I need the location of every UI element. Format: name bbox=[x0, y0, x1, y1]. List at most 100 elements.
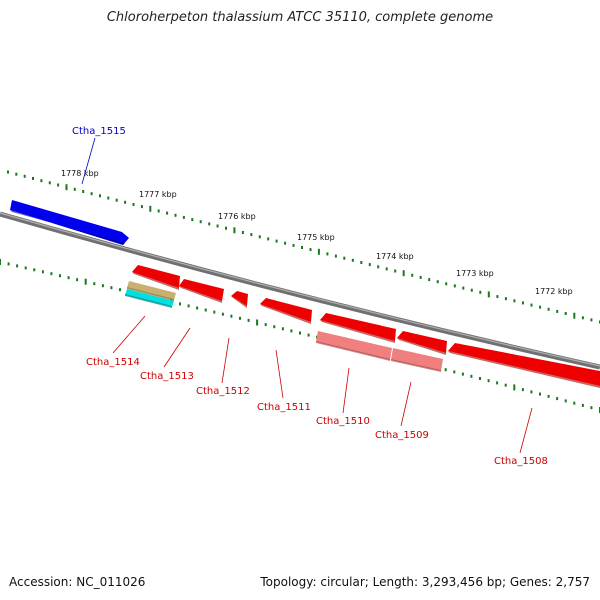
minor-tick bbox=[368, 263, 371, 267]
gene-arrow-shade bbox=[10, 210, 125, 245]
minor-tick bbox=[132, 203, 135, 206]
gene-ctha-1510-pseudo[interactable] bbox=[316, 331, 392, 361]
major-tick bbox=[84, 278, 87, 285]
minor-tick bbox=[547, 307, 550, 311]
minor-tick bbox=[351, 258, 354, 262]
minor-tick bbox=[50, 272, 53, 276]
gene-label: Ctha_1509 bbox=[375, 430, 429, 441]
minor-tick bbox=[521, 388, 524, 392]
major-tick bbox=[65, 184, 68, 191]
minor-tick bbox=[264, 323, 267, 327]
rna-tan[interactable] bbox=[127, 281, 176, 301]
minor-tick bbox=[221, 312, 224, 316]
minor-tick bbox=[196, 306, 199, 310]
gene-ctha-1509[interactable] bbox=[397, 331, 447, 355]
minor-tick bbox=[292, 243, 295, 247]
gene-ctha-1514[interactable] bbox=[132, 265, 180, 290]
minor-tick bbox=[119, 288, 121, 292]
minor-tick bbox=[250, 233, 253, 237]
gene-ctha-1511[interactable] bbox=[260, 298, 312, 324]
minor-tick bbox=[107, 196, 110, 200]
minor-tick bbox=[7, 170, 9, 174]
minor-tick bbox=[284, 241, 287, 245]
minor-tick bbox=[157, 209, 160, 213]
leader-line bbox=[275, 349, 284, 399]
gene-label: Ctha_1510 bbox=[316, 416, 370, 427]
leader-line bbox=[81, 137, 96, 185]
minor-tick bbox=[326, 252, 329, 256]
minor-tick bbox=[7, 262, 10, 266]
rna-cyan[interactable] bbox=[125, 289, 174, 308]
minor-tick bbox=[556, 309, 559, 313]
minor-tick bbox=[191, 218, 194, 222]
minor-tick bbox=[24, 266, 27, 270]
gene-ctha-1513[interactable] bbox=[179, 279, 224, 303]
minor-tick bbox=[299, 331, 301, 335]
minor-tick bbox=[479, 377, 481, 380]
minor-tick bbox=[581, 316, 584, 320]
kbp-label: 1772 kbp bbox=[535, 287, 573, 296]
minor-tick bbox=[258, 235, 261, 239]
minor-tick bbox=[275, 239, 278, 243]
minor-tick bbox=[470, 374, 473, 378]
minor-tick bbox=[90, 192, 93, 196]
minor-tick bbox=[530, 390, 533, 394]
major-tick bbox=[233, 227, 236, 234]
minor-tick bbox=[199, 220, 202, 224]
accession-text: Accession: NC_011026 bbox=[9, 575, 146, 589]
minor-tick bbox=[556, 397, 559, 401]
minor-tick bbox=[124, 200, 127, 204]
minor-tick bbox=[15, 172, 18, 176]
minor-tick bbox=[496, 381, 499, 385]
minor-tick bbox=[33, 268, 36, 272]
minor-tick bbox=[82, 190, 85, 193]
minor-tick bbox=[273, 325, 276, 329]
inner-tick-track bbox=[0, 259, 600, 413]
minor-tick bbox=[564, 312, 567, 315]
gene-label: Ctha_1512 bbox=[196, 386, 250, 397]
minor-tick bbox=[394, 269, 397, 273]
gene-ctha-1510[interactable] bbox=[320, 313, 396, 343]
gene-ctha-1508[interactable] bbox=[448, 343, 600, 388]
minor-tick bbox=[360, 261, 363, 264]
gene-ctha-1512[interactable] bbox=[231, 291, 248, 308]
minor-tick bbox=[377, 265, 380, 269]
gene-ctha-1515[interactable] bbox=[10, 200, 129, 245]
genome-summary-text: Topology: circular; Length: 3,293,456 bp… bbox=[260, 575, 590, 589]
minor-tick bbox=[539, 305, 542, 309]
minor-tick bbox=[67, 276, 70, 280]
major-tick bbox=[573, 312, 576, 319]
minor-tick bbox=[182, 215, 185, 219]
minor-tick bbox=[590, 318, 593, 322]
major-tick bbox=[0, 259, 1, 265]
minor-tick bbox=[479, 290, 482, 294]
gene-label: Ctha_1514 bbox=[86, 357, 140, 368]
minor-tick bbox=[428, 278, 431, 282]
minor-tick bbox=[436, 280, 439, 284]
minor-tick bbox=[453, 370, 456, 374]
gene-ctha-1509-pseudo[interactable] bbox=[391, 348, 443, 372]
minor-tick bbox=[334, 254, 337, 258]
minor-tick bbox=[419, 275, 422, 279]
genome-backbone-highlight bbox=[0, 212, 600, 367]
major-tick bbox=[256, 319, 259, 326]
minor-tick bbox=[581, 403, 584, 407]
kbp-label: 1776 kbp bbox=[218, 212, 256, 221]
minor-tick bbox=[307, 333, 310, 337]
minor-tick bbox=[208, 222, 211, 226]
kbp-label: 1778 kbp bbox=[61, 169, 99, 178]
kbp-label: 1773 kbp bbox=[456, 269, 494, 278]
minor-tick bbox=[40, 179, 43, 183]
outer-tick-track bbox=[7, 170, 600, 324]
leader-line bbox=[342, 367, 350, 414]
minor-tick bbox=[564, 399, 567, 403]
minor-tick bbox=[230, 314, 233, 318]
kbp-label: 1774 kbp bbox=[376, 252, 414, 261]
minor-tick bbox=[267, 237, 270, 241]
minor-tick bbox=[470, 288, 473, 292]
minor-tick bbox=[23, 174, 26, 178]
minor-tick bbox=[140, 205, 143, 209]
minor-tick bbox=[213, 310, 216, 314]
minor-tick bbox=[496, 295, 499, 299]
minor-tick bbox=[204, 308, 207, 312]
